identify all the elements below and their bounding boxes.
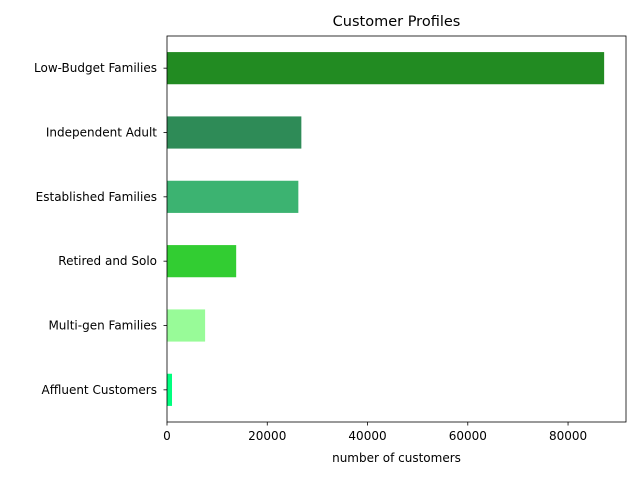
- x-tick-label: 20000: [248, 429, 286, 443]
- x-tick-label: 0: [163, 429, 171, 443]
- bar: [167, 309, 206, 342]
- bar: [167, 52, 605, 85]
- y-tick-label: Multi-gen Families: [48, 319, 157, 333]
- bar: [167, 373, 173, 406]
- y-tick-label: Retired and Solo: [58, 254, 157, 268]
- bars-layer: [167, 52, 605, 406]
- y-tick-label: Low-Budget Families: [34, 61, 157, 75]
- ticks-layer: Low-Budget Families Independent Adult Esta…: [34, 61, 587, 443]
- chart-title: Customer Profiles: [333, 14, 461, 30]
- plot-frame: [166, 35, 627, 423]
- bar: [167, 116, 302, 149]
- bar: [167, 180, 299, 213]
- x-tick-label: 40000: [348, 429, 386, 443]
- x-tick-label: 60000: [449, 429, 487, 443]
- y-tick-label: Established Families: [36, 190, 157, 204]
- x-tick-label: 80000: [549, 429, 587, 443]
- y-tick-label: Affluent Customers: [42, 383, 157, 397]
- x-axis-label: number of customers: [332, 451, 461, 465]
- bar: [167, 245, 237, 278]
- y-tick-label: Independent Adult: [46, 126, 157, 140]
